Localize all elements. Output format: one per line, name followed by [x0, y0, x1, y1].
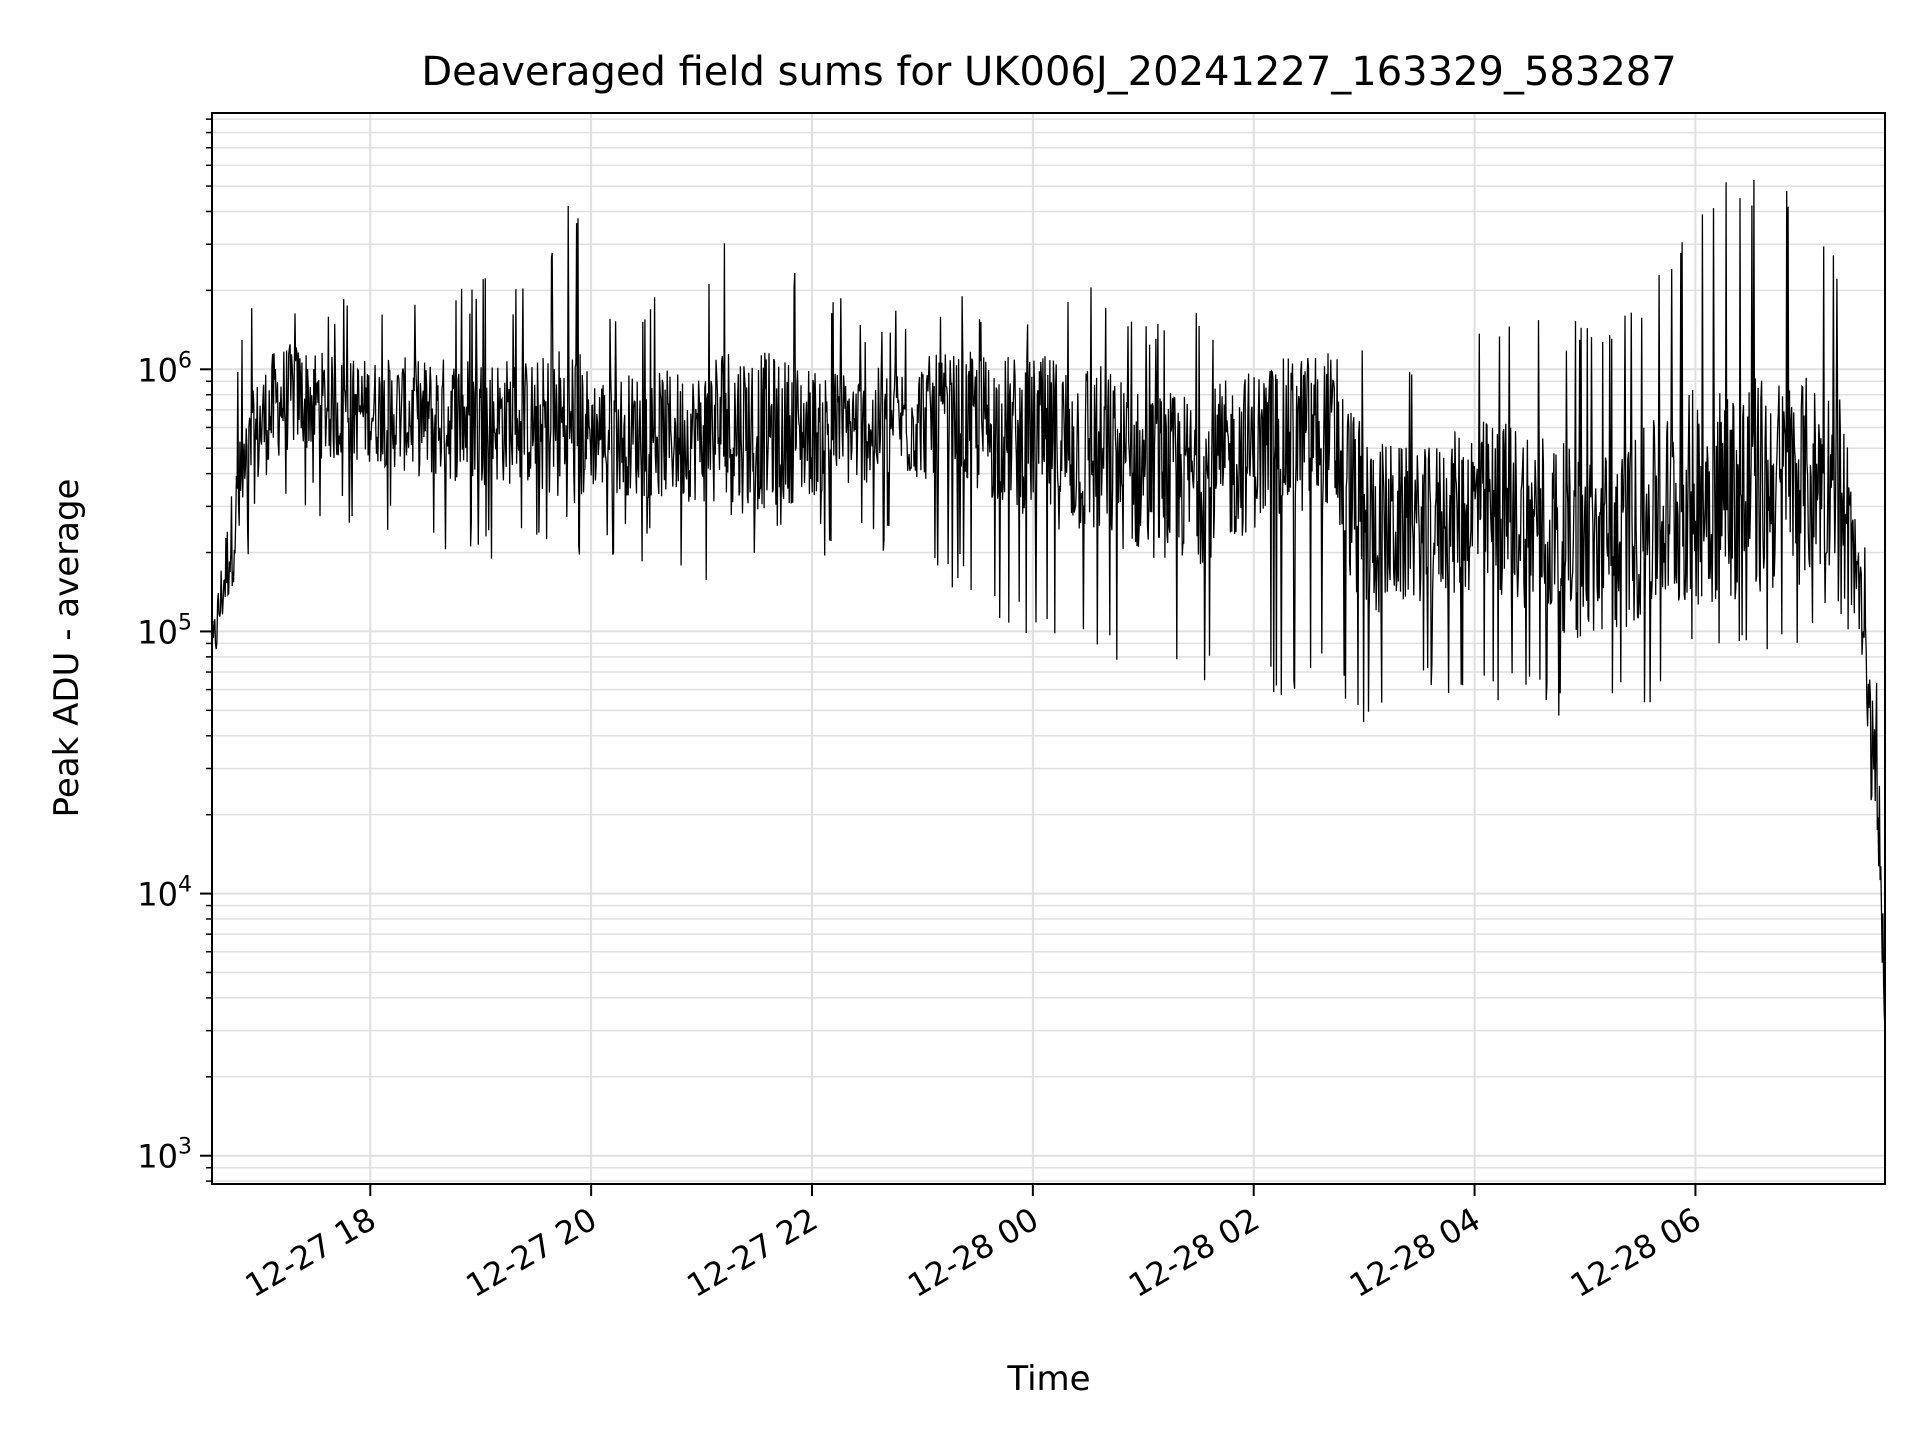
y-tick-label: 105 [137, 610, 192, 651]
y-axis: 103 104 105 106 [137, 118, 212, 1182]
y-axis-label: Peak ADU - average [47, 479, 87, 818]
data-series-line [211, 179, 1886, 1029]
x-axis-label: Time [1006, 1359, 1090, 1399]
chart-title: Deaveraged field sums for UK006J_2024122… [421, 49, 1676, 95]
y-tick-label: 104 [137, 873, 192, 914]
y-tick-label: 103 [137, 1135, 192, 1176]
plot-area [211, 179, 1886, 1029]
plot-frame [211, 112, 1886, 1185]
y-tick-label: 106 [137, 348, 192, 389]
